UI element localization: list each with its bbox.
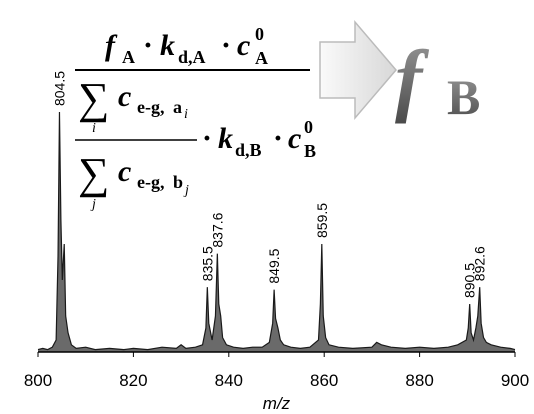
- peak-label: 849.5: [266, 248, 282, 283]
- operator: ·: [203, 122, 211, 155]
- x-tick-label: 900: [501, 371, 529, 390]
- operator: ·: [144, 29, 152, 62]
- formula: f A · k d,A · c A 0 ∑ c e-g, a i i ∑ c e…: [75, 19, 480, 212]
- subscript: d,B: [235, 140, 262, 160]
- subscript: e-g,: [137, 97, 164, 117]
- sum-sign: ∑: [78, 149, 109, 198]
- subscript: A: [255, 48, 268, 68]
- arrow: [319, 19, 397, 121]
- x-tick-label: 860: [310, 371, 338, 390]
- result-subscript: B: [447, 69, 480, 125]
- superscript: 0: [304, 117, 313, 137]
- x-tick-label: 820: [119, 371, 147, 390]
- x-tick-label: 800: [24, 371, 52, 390]
- index: j: [90, 197, 96, 212]
- sum-sign: ∑: [78, 74, 109, 123]
- operator: ·: [222, 29, 230, 62]
- index: i: [184, 107, 188, 122]
- x-tick-label: 880: [405, 371, 433, 390]
- peak-label: 835.5: [199, 246, 215, 281]
- spectrum-line: [37, 111, 516, 351]
- symbol: c: [288, 122, 301, 155]
- symbol: c: [118, 155, 131, 188]
- x-tick-label: 840: [215, 371, 243, 390]
- subscript: B: [304, 141, 316, 161]
- subscript: d,A: [178, 47, 206, 67]
- subscript: b: [173, 172, 183, 192]
- index: i: [92, 121, 96, 136]
- operator: ·: [274, 122, 282, 155]
- symbol: f: [105, 29, 118, 62]
- superscript: 0: [255, 24, 264, 44]
- symbol: k: [160, 29, 175, 62]
- x-axis-label: m/z: [263, 394, 291, 413]
- result-symbol: f: [395, 33, 430, 124]
- symbol: c: [118, 80, 131, 113]
- subscript: a: [173, 97, 182, 117]
- subscript: e-g,: [137, 172, 164, 192]
- peak-label: 890.5: [462, 263, 478, 298]
- peak-label: 892.6: [472, 246, 488, 281]
- index: j: [183, 183, 189, 198]
- peak-label: 804.5: [51, 71, 67, 106]
- peak-label: 859.5: [314, 203, 330, 238]
- subscript: A: [122, 47, 135, 67]
- peak-label: 837.6: [209, 212, 225, 247]
- symbol: k: [218, 122, 233, 155]
- symbol: c: [237, 29, 250, 62]
